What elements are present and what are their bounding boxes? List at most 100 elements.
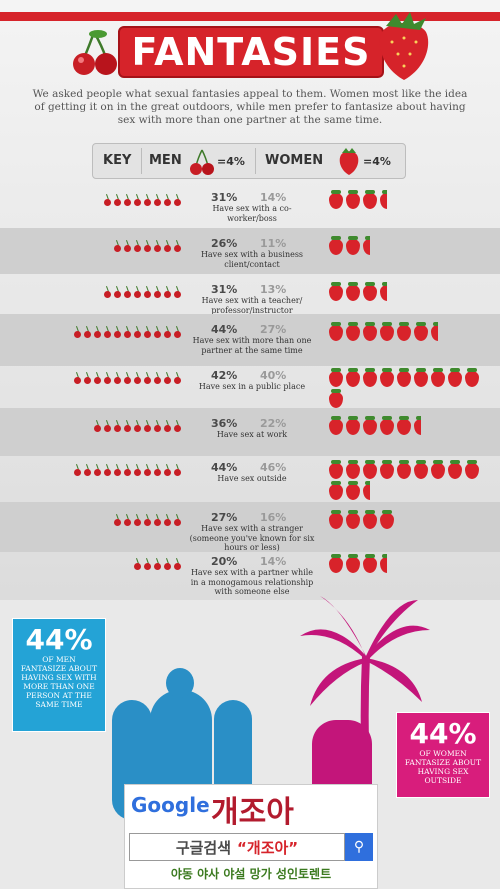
- google-logo: Google: [131, 793, 210, 817]
- cherry-icon: [123, 464, 132, 476]
- cherry-icon: [123, 326, 132, 338]
- cherry-icon: [113, 464, 122, 476]
- cherry-icon: [143, 372, 152, 384]
- ad-banner[interactable]: Google 개조아 구글검색 “개조아” ⚲ 야동 야사 야설 망가 성인토렌…: [124, 784, 378, 889]
- cherry-icon: [153, 240, 162, 252]
- men-percent: 27%: [211, 511, 238, 524]
- cherry-icon: [173, 194, 182, 206]
- strawberry-icon: [328, 190, 344, 210]
- ad-search-box[interactable]: 구글검색 “개조아”: [129, 833, 345, 861]
- women-percent: 40%: [260, 369, 287, 382]
- strawberry-icon: [345, 236, 361, 256]
- strawberry-icon: [328, 460, 344, 480]
- strawberry-icon: [396, 460, 412, 480]
- strawberry-icon: [345, 460, 361, 480]
- women-percent: 22%: [260, 417, 287, 430]
- search-icon[interactable]: ⚲: [345, 833, 373, 861]
- women-percent: 16%: [260, 511, 287, 524]
- cherry-icon: [103, 372, 112, 384]
- cherry-icon: [133, 326, 142, 338]
- cherry-icon: [123, 420, 132, 432]
- women-callout-text: OF WOMEN FANTASIZE ABOUT HAVING SEX OUTS…: [404, 749, 482, 785]
- women-strawberry-bar: [328, 368, 488, 409]
- strawberry-icon: [328, 282, 344, 302]
- cherry-icon: [133, 420, 142, 432]
- cherry-icon: [113, 286, 122, 298]
- men-percent: 36%: [211, 417, 238, 430]
- cherry-icon: [123, 240, 132, 252]
- men-percent: 31%: [211, 283, 238, 296]
- strawberry-icon: [379, 282, 387, 302]
- women-percent: 27%: [260, 323, 287, 336]
- cherry-icon: [163, 240, 172, 252]
- strawberry-icon: [362, 510, 378, 530]
- men-cherry-bar: [30, 420, 182, 432]
- table-row: 31% 13% Have sex with a teacher/ professor…: [0, 278, 500, 328]
- cherry-icon: [93, 420, 102, 432]
- strawberry-icon: [447, 368, 463, 388]
- cherry-icon: [153, 464, 162, 476]
- strawberry-icon: [362, 481, 370, 501]
- strawberry-icon: [345, 510, 361, 530]
- women-strawberry-bar: [328, 190, 488, 210]
- men-percent: 44%: [211, 323, 238, 336]
- cherry-icon: [73, 372, 82, 384]
- men-cherry-bar: [30, 514, 182, 526]
- women-percent: 11%: [260, 237, 287, 250]
- strawberry-icon: [345, 282, 361, 302]
- cherry-icon: [173, 464, 182, 476]
- cherry-icon: [133, 372, 142, 384]
- cherry-icon: [103, 420, 112, 432]
- men-cherry-bar: [30, 240, 182, 252]
- fantasy-label: Have sex at work: [216, 430, 288, 439]
- men-callout-percent: 44%: [25, 623, 93, 656]
- strawberry-icon: [413, 416, 421, 436]
- cherry-icon: [103, 286, 112, 298]
- cherry-icon: [113, 194, 122, 206]
- cherry-icon: [173, 286, 182, 298]
- strawberry-icon: [345, 322, 361, 342]
- cherry-icon: [173, 326, 182, 338]
- cherry-icon: [153, 420, 162, 432]
- table-row: 42% 40% Have sex in a public place: [0, 364, 500, 414]
- strawberry-icon: [464, 368, 480, 388]
- cherry-icon: [73, 464, 82, 476]
- table-row: 44% 46% Have sex outside: [0, 456, 500, 506]
- key-cherry-icon: [189, 148, 215, 176]
- key-divider: [255, 148, 256, 174]
- strawberry-icon: [362, 236, 370, 256]
- cherry-icon: [143, 286, 152, 298]
- strawberry-icon: [430, 460, 446, 480]
- cherry-icon: [173, 514, 182, 526]
- key-label: KEY: [103, 153, 132, 168]
- cherry-icon: [143, 240, 152, 252]
- fantasy-label: Have sex in a public place: [198, 382, 306, 391]
- women-callout-percent: 44%: [409, 717, 477, 750]
- ad-search-prefix: 구글검색: [175, 838, 232, 857]
- cherry-icon: [103, 464, 112, 476]
- cherry-icon: [153, 558, 162, 570]
- men-percent: 31%: [211, 191, 238, 204]
- men-cherry-bar: [30, 558, 182, 570]
- strawberry-icon: [328, 236, 344, 256]
- cherry-icon: [133, 558, 142, 570]
- cherry-icon: [143, 194, 152, 206]
- strawberry-icon: [379, 190, 387, 210]
- cherry-icon: [143, 558, 152, 570]
- table-row: 36% 22% Have sex at work: [0, 412, 500, 462]
- women-strawberry-bar: [328, 554, 488, 574]
- men-percent: 26%: [211, 237, 238, 250]
- men-cherry-bar: [30, 194, 182, 206]
- table-row: 20% 14% Have sex with a partner while in a…: [0, 550, 500, 600]
- strawberry-icon: [396, 368, 412, 388]
- strawberry-icon: [328, 368, 344, 388]
- men-callout: 44% OF MEN FANTASIZE ABOUT HAVING SEX WI…: [12, 618, 106, 732]
- cherry-icon: [153, 372, 162, 384]
- cherry-icon: [113, 420, 122, 432]
- men-cherry-bar: [30, 372, 182, 384]
- strawberry-icon: [328, 510, 344, 530]
- strawberry-icon: [328, 416, 344, 436]
- intro-text: We asked people what sexual fantasies ap…: [32, 88, 468, 126]
- strawberry-icon: [362, 190, 378, 210]
- cherry-icon: [83, 326, 92, 338]
